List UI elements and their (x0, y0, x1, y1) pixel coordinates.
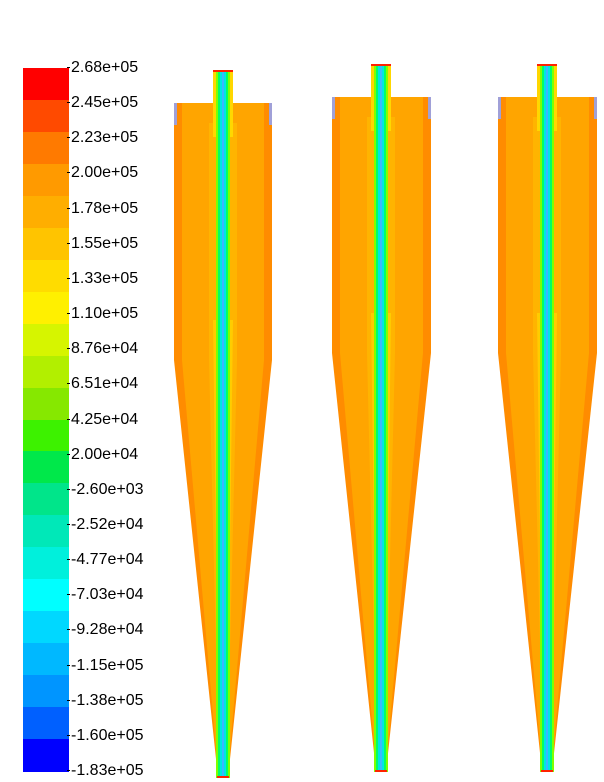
colorbar-tick-label: -1.38e+05 (67, 691, 144, 709)
colorbar-tick-label: 2.00e+04 (66, 445, 139, 463)
colorbar-swatch (23, 579, 69, 612)
colorbar-tick-label: 8.76e+04 (66, 340, 139, 358)
colorbar-swatch (23, 355, 69, 389)
colorbar-tick-label: 1.78e+05 (66, 199, 139, 217)
cyclone-1-core-center (222, 70, 224, 778)
cyclone-1-left-shoulder (174, 103, 177, 125)
colorbar-swatch (23, 68, 69, 101)
colorbar-tick-label: 2.00e+05 (66, 164, 139, 182)
colorbar-swatch (23, 195, 69, 229)
colorbar-tick-label: -7.03e+04 (67, 586, 144, 604)
colorbar-tick-label: -9.28e+04 (67, 621, 144, 639)
colorbar-tick-label: 2.23e+05 (66, 129, 139, 147)
colorbar-tick-label: -4.77e+04 (67, 551, 144, 569)
cyclone-2-core-center (380, 64, 382, 772)
cyclone-3-left-shoulder (498, 97, 501, 119)
colorbar-swatch (23, 707, 69, 740)
colorbar-tick-label: -1.83e+05 (67, 762, 144, 779)
colorbar-swatch (23, 131, 69, 165)
colorbar (23, 68, 69, 772)
colorbar-swatch (23, 611, 69, 644)
colorbar-swatch (23, 739, 69, 772)
colorbar-swatch (23, 99, 69, 133)
colorbar-tick-label: 2.68e+05 (66, 59, 139, 76)
colorbar-swatch (23, 483, 69, 516)
colorbar-swatch (23, 515, 69, 548)
cyclone-3-bottom-edge (541, 770, 553, 772)
colorbar-tick-label: -2.60e+03 (67, 480, 144, 498)
colorbar-swatch (23, 643, 69, 676)
colorbar-tick-label: 6.51e+04 (66, 375, 139, 393)
cyclone-1-top-edge (213, 70, 233, 72)
colorbar-swatch (23, 547, 69, 580)
colorbar-swatch (23, 323, 69, 357)
colorbar-tick-label: 1.55e+05 (66, 234, 139, 252)
colorbar-tick-label: 2.45e+05 (66, 94, 139, 112)
cyclone-2-right-shoulder (428, 97, 431, 119)
colorbar-tick-label: -2.52e+04 (67, 515, 144, 533)
cyclone-3-right-shoulder (594, 97, 597, 119)
cyclone-3-core-center (546, 64, 548, 772)
colorbar-swatch (23, 451, 69, 484)
colorbar-swatch (23, 675, 69, 708)
colorbar-tick-label: -1.15e+05 (67, 656, 144, 674)
colorbar-tick-label: 4.25e+04 (66, 410, 139, 428)
colorbar-swatch (23, 291, 69, 325)
colorbar-swatch (23, 163, 69, 197)
cyclone-1-right-shoulder (269, 103, 272, 125)
colorbar-tick-label: 1.33e+05 (66, 269, 139, 287)
colorbar-tick-label: -1.60e+05 (67, 726, 144, 744)
colorbar-tick-label: 1.10e+05 (66, 305, 139, 323)
colorbar-swatch (23, 419, 69, 453)
colorbar-swatch (23, 387, 69, 421)
colorbar-swatch (23, 259, 69, 293)
colorbar-swatch (23, 227, 69, 261)
cyclone-2-top-edge (371, 64, 391, 66)
cyclone-1-bottom-edge (217, 776, 229, 778)
cyclone-2-left-shoulder (332, 97, 335, 119)
cyclone-2-bottom-edge (375, 770, 387, 772)
cyclone-3-top-edge (537, 64, 557, 66)
